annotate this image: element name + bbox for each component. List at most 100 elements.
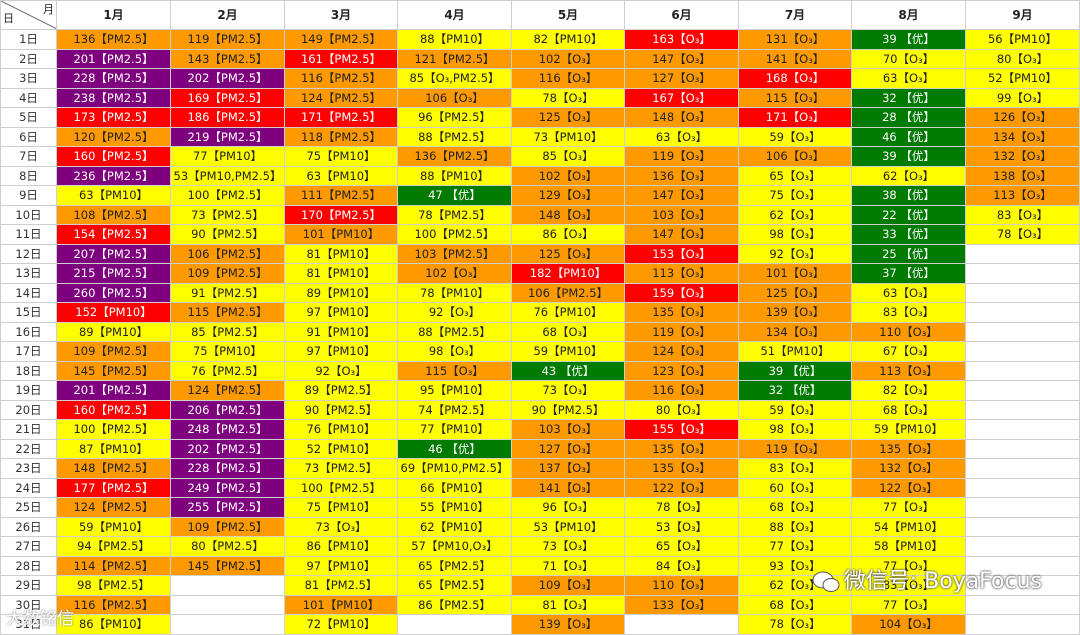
aqi-cell: 124【O₃】 <box>624 341 739 362</box>
aqi-cell: 70【O₃】 <box>851 48 966 69</box>
aqi-cell: 148【O₃】 <box>511 204 625 225</box>
empty-cell <box>965 477 1080 498</box>
aqi-cell: 119【PM2.5】 <box>170 29 285 50</box>
aqi-cell: 65【O₃】 <box>738 165 852 186</box>
aqi-cell: 248【PM2.5】 <box>170 419 285 440</box>
aqi-cell: 59【PM10】 <box>511 341 625 362</box>
aqi-cell: 68【O₃】 <box>851 399 966 420</box>
aqi-cell: 228【PM2.5】 <box>170 458 285 479</box>
aqi-cell: 78【O₃】 <box>738 614 852 635</box>
header-row: 月 日 1月 2月 3月 4月 5月 6月 7月 8月 9月 <box>0 0 1080 30</box>
aqi-cell: 201【PM2.5】 <box>56 48 171 69</box>
aqi-cell: 145【PM2.5】 <box>170 555 285 576</box>
aqi-cell: 86【PM10】 <box>56 614 171 635</box>
aqi-cell: 110【O₃】 <box>851 321 966 342</box>
empty-cell <box>965 341 1080 362</box>
aqi-cell: 152【PM10】 <box>56 302 171 323</box>
empty-cell <box>965 380 1080 401</box>
aqi-cell: 97【PM10】 <box>284 341 398 362</box>
day-label: 25日 <box>0 497 57 518</box>
day-label: 4日 <box>0 87 57 108</box>
aqi-cell: 75【O₃】 <box>738 185 852 206</box>
aqi-cell: 108【PM2.5】 <box>56 204 171 225</box>
aqi-cell: 116【O₃】 <box>624 380 739 401</box>
aqi-cell: 134【O₃】 <box>965 126 1080 147</box>
aqi-cell: 171【PM2.5】 <box>284 107 398 128</box>
aqi-cell: 100【PM2.5】 <box>170 185 285 206</box>
aqi-cell: 88【PM10】 <box>397 29 512 50</box>
aqi-cell: 122【O₃】 <box>624 477 739 498</box>
aqi-cell: 116【O₃】 <box>511 68 625 89</box>
aqi-cell: 127【O₃】 <box>511 438 625 459</box>
aqi-cell: 73【O₃】 <box>511 380 625 401</box>
aqi-cell: 78【O₃】 <box>624 497 739 518</box>
aqi-cell: 111【PM2.5】 <box>284 185 398 206</box>
aqi-cell: 76【PM10】 <box>511 302 625 323</box>
aqi-cell: 78【O₃】 <box>511 87 625 108</box>
aqi-cell: 124【PM2.5】 <box>284 87 398 108</box>
aqi-cell: 202【PM2.5】 <box>170 68 285 89</box>
empty-cell <box>965 458 1080 479</box>
aqi-cell: 115【O₃】 <box>397 360 512 381</box>
aqi-cell: 104【O₃】 <box>851 614 966 635</box>
empty-cell <box>965 399 1080 420</box>
aqi-cell: 120【PM2.5】 <box>56 126 171 147</box>
aqi-cell: 92【O₃】 <box>284 360 398 381</box>
aqi-cell: 97【PM10】 <box>284 555 398 576</box>
aqi-cell: 206【PM2.5】 <box>170 399 285 420</box>
aqi-cell: 114【PM2.5】 <box>56 555 171 576</box>
month-header: 6月 <box>624 0 739 30</box>
day-label: 29日 <box>0 575 57 596</box>
day-label: 14日 <box>0 282 57 303</box>
aqi-cell: 75【PM10】 <box>284 146 398 167</box>
aqi-cell: 177【PM2.5】 <box>56 477 171 498</box>
aqi-cell: 137【O₃】 <box>511 458 625 479</box>
table-row: 18日 145【PM2.5】 76【PM2.5】 92【O₃】 115【O₃】 43 【优… <box>0 360 1080 381</box>
empty-cell <box>965 360 1080 381</box>
aqi-cell: 149【PM2.5】 <box>284 29 398 50</box>
day-label: 20日 <box>0 399 57 420</box>
aqi-cell: 115【PM2.5】 <box>170 302 285 323</box>
aqi-cell: 98【O₃】 <box>738 224 852 245</box>
table-row: 9日 63【PM10】 100【PM2.5】 111【PM2.5】 47 【优】 129【… <box>0 185 1080 206</box>
aqi-cell: 163【O₃】 <box>624 29 739 50</box>
empty-cell <box>965 419 1080 440</box>
aqi-cell: 122【O₃】 <box>851 477 966 498</box>
aqi-cell: 106【O₃】 <box>397 87 512 108</box>
table-row: 31日 86【PM10】 72【PM10】 139【O₃】 78【O₃】 104【O₃】 <box>0 614 1080 635</box>
aqi-cell: 53【O₃】 <box>624 516 739 537</box>
aqi-cell: 25 【优】 <box>851 243 966 264</box>
aqi-cell: 53【PM10,PM2.5】 <box>170 165 285 186</box>
aqi-cell: 186【PM2.5】 <box>170 107 285 128</box>
empty-cell <box>397 614 512 635</box>
aqi-cell: 65【O₃】 <box>624 536 739 557</box>
aqi-cell: 76【PM2.5】 <box>170 360 285 381</box>
aqi-cell: 110【O₃】 <box>624 575 739 596</box>
aqi-cell: 92【O₃】 <box>397 302 512 323</box>
aqi-cell: 66【PM10】 <box>397 477 512 498</box>
aqi-cell: 62【O₃】 <box>738 204 852 225</box>
aqi-cell: 236【PM2.5】 <box>56 165 171 186</box>
aqi-cell: 77【O₃】 <box>851 497 966 518</box>
table-row: 26日 59【PM10】 109【PM2.5】 73【O₃】 62【PM10】 53【PM… <box>0 516 1080 537</box>
aqi-cell: 69【PM10,PM2.5】 <box>397 458 512 479</box>
aqi-cell: 139【O₃】 <box>511 614 625 635</box>
aqi-cell: 59【O₃】 <box>738 126 852 147</box>
day-label: 11日 <box>0 224 57 245</box>
corner-month-label: 月 <box>43 3 54 16</box>
table-row: 2日 201【PM2.5】 143【PM2.5】 161【PM2.5】 121【PM2.… <box>0 48 1080 69</box>
aqi-cell: 81【O₃】 <box>511 594 625 615</box>
aqi-cell: 119【O₃】 <box>624 321 739 342</box>
aqi-cell: 201【PM2.5】 <box>56 380 171 401</box>
aqi-cell: 135【O₃】 <box>624 458 739 479</box>
month-header: 7月 <box>738 0 852 30</box>
aqi-cell: 67【O₃】 <box>851 341 966 362</box>
aqi-cell: 86【PM2.5】 <box>397 594 512 615</box>
aqi-cell: 54【PM10】 <box>851 516 966 537</box>
aqi-cell: 133【O₃】 <box>624 594 739 615</box>
aqi-cell: 80【PM2.5】 <box>170 536 285 557</box>
empty-cell <box>170 575 285 596</box>
aqi-cell: 88【PM2.5】 <box>397 126 512 147</box>
table-body: 1日 136【PM2.5】 119【PM2.5】 149【PM2.5】 88【PM10】… <box>0 29 1080 635</box>
aqi-cell: 59【O₃】 <box>738 399 852 420</box>
